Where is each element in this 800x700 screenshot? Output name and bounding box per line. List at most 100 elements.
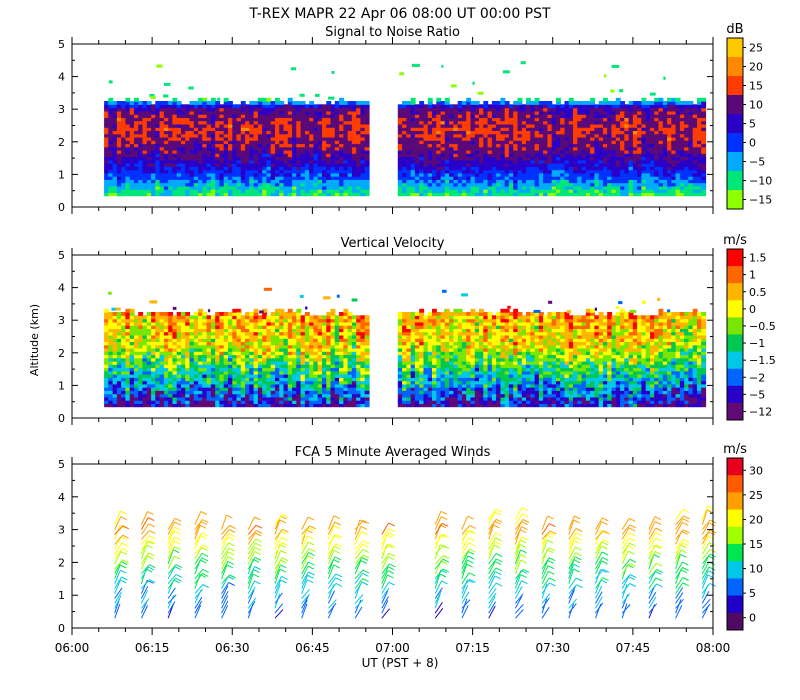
data-cell [125,153,131,158]
data-cell [436,182,442,187]
data-cell [309,179,315,184]
data-cell [334,192,340,197]
data-cell [339,123,344,128]
data-cell [513,179,519,184]
data-cell [313,189,319,193]
data-cell [573,117,578,122]
data-cell [219,159,225,164]
data-cell [326,172,332,177]
data-cell [347,182,353,187]
data-cell [573,172,578,177]
data-cell [491,169,497,174]
data-cell [176,357,182,362]
data-cell [347,110,353,115]
data-cell [219,166,225,171]
data-cell [607,120,613,125]
data-cell [457,192,463,197]
data-cell [330,133,336,138]
data-cell [206,347,212,352]
data-cell [176,130,182,135]
data-cell [334,130,340,135]
data-cell [270,133,276,138]
data-cell [551,149,557,154]
data-cell [313,127,319,131]
data-cell [423,114,429,118]
data-cell [215,331,221,336]
data-cell [508,153,514,158]
data-cell [125,321,131,326]
data-cell [679,185,685,190]
data-cell [406,133,412,138]
data-cell [551,159,557,164]
data-cell [504,156,510,161]
data-cell [598,107,604,112]
data-cell [215,114,221,118]
data-cell [590,133,595,138]
data-cell [142,341,148,346]
data-cell [121,321,126,326]
data-cell [181,370,186,375]
data-cell [206,403,212,408]
data-cell [334,172,340,177]
data-cell [146,400,152,404]
data-cell [406,107,412,112]
data-cell [491,140,497,145]
data-cell [215,357,221,362]
data-cell [538,176,544,180]
data-cell [163,360,169,365]
data-cell [138,328,144,333]
data-cell [470,163,476,167]
data-cell [645,127,651,131]
data-cell [104,334,109,339]
data-cell [658,146,664,151]
data-cell [219,146,225,151]
data-cell [628,182,634,187]
data-cell [129,185,135,190]
y-tick-label: 4 [58,71,65,84]
data-cell [125,315,131,320]
data-cell [249,120,255,125]
data-cell [547,143,553,148]
data-cell [620,149,625,154]
data-cell [334,179,340,184]
data-cell [414,107,420,112]
data-cell [240,107,246,112]
data-cell [317,159,323,164]
data-cell [654,153,660,158]
data-cell [219,114,225,118]
data-cell [491,104,497,109]
data-cell [487,192,493,197]
data-cell [185,338,191,342]
data-cell [112,312,118,316]
data-cell [198,130,203,135]
data-cell [538,185,544,190]
data-cell [654,120,660,125]
data-cell [129,315,135,320]
data-cell [402,182,407,187]
data-cell [121,153,126,158]
data-cell [202,364,208,369]
data-cell [236,331,242,336]
data-cell [189,400,195,404]
data-cell [526,176,531,180]
data-cell [283,156,289,161]
data-cell [534,189,540,193]
data-cell [491,166,497,171]
data-cell [577,179,583,184]
data-cell [513,176,519,180]
data-cell [104,360,109,365]
data-cell [573,159,578,164]
data-cell [219,390,225,395]
data-cell [232,325,238,329]
data-cell [193,156,199,161]
data-cell [159,179,165,184]
data-cell [538,179,544,184]
data-cell [155,166,161,171]
data-cell [432,133,437,138]
data-cell [206,374,212,378]
data-cell [155,360,161,365]
data-cell [543,104,548,109]
data-cell [223,156,229,161]
data-cell [142,377,148,382]
data-cell [300,133,306,138]
